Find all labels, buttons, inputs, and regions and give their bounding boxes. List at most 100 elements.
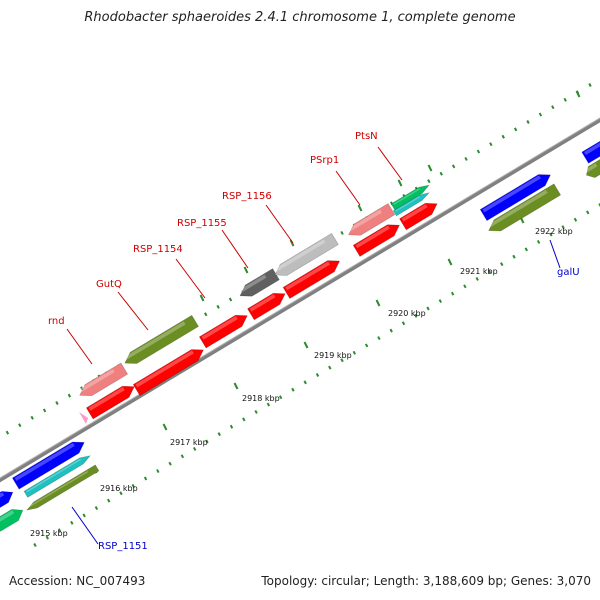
- outer-tick-dot: [501, 134, 505, 139]
- gene-red-7-shine: [401, 204, 428, 222]
- inner-tick-dot: [426, 306, 430, 311]
- major-tick: [233, 382, 239, 390]
- major-tick: [447, 258, 453, 266]
- outer-tick-dot: [204, 312, 208, 317]
- gene-red-4: [247, 292, 286, 321]
- outer-tick-dot: [489, 142, 493, 147]
- gene-lower-cyan: [23, 455, 91, 498]
- gene-psrp1-shine: [347, 209, 382, 233]
- gene-red-3-shine: [201, 316, 238, 340]
- gene-galu-shine: [487, 189, 548, 228]
- outer-tick-dot: [476, 149, 481, 154]
- inner-tick-dot: [229, 424, 234, 429]
- inner-tick-dot: [340, 358, 344, 363]
- inner-tick-dot: [377, 336, 381, 341]
- outer-tick-dot: [80, 386, 84, 391]
- gene-edge-blue: [581, 141, 600, 164]
- major-tick: [199, 294, 205, 302]
- backbone-highlight: [0, 117, 600, 479]
- inner-tick-dot: [156, 469, 160, 474]
- label-connector: [335, 170, 361, 206]
- inner-tick-dot: [242, 417, 246, 422]
- inner-tick-dot: [303, 380, 307, 385]
- outer-tick-dot: [588, 83, 592, 87]
- map-title: Rhodobacter sphaeroides 2.4.1 chromosome…: [84, 10, 516, 25]
- gene-label-gutq: GutQ: [96, 279, 122, 290]
- gene-ptsn-2: [392, 192, 431, 217]
- inner-tick-dot: [291, 387, 295, 392]
- inner-tick-dot: [438, 299, 443, 304]
- inner-tick-dot: [82, 513, 86, 518]
- outer-tick-dot: [538, 112, 543, 117]
- inner-tick-dot: [192, 446, 197, 451]
- inner-tick-dot: [70, 520, 74, 525]
- outer-tick-dot: [18, 423, 22, 428]
- inner-tick-dot: [278, 395, 283, 400]
- gene-ptsn-shine: [393, 188, 420, 205]
- inner-tick-dot: [414, 313, 418, 318]
- gene-upper-blue-shine: [482, 175, 541, 213]
- gene-edge-olive: [586, 159, 600, 178]
- label-connector: [377, 146, 403, 181]
- gene-rnd: [79, 362, 129, 397]
- inner-tick-dot: [536, 239, 541, 244]
- outer-tick-dot: [464, 156, 468, 161]
- label-connector: [265, 204, 294, 244]
- small-gene-marker: [79, 412, 88, 424]
- outer-tick-dot: [30, 415, 34, 420]
- inner-tick-dot: [205, 439, 209, 444]
- kbp-label: 2921 kbp: [460, 267, 498, 276]
- outer-tick-dot: [439, 171, 443, 176]
- inner-tick-dot: [487, 269, 492, 274]
- inner-tick-dot: [524, 247, 528, 252]
- major-tick: [375, 299, 381, 307]
- label-connector: [175, 258, 206, 299]
- gene-galu: [488, 183, 562, 232]
- outer-tick-dot: [563, 97, 567, 102]
- outer-tick-dot: [55, 401, 59, 405]
- gene-rsp1155-shine: [238, 274, 267, 294]
- gene-label-rsp-1151: RSP_1151: [98, 541, 148, 552]
- inner-tick-dot: [475, 276, 479, 281]
- gene-upper-blue: [479, 174, 551, 222]
- kbp-label: 2918 kbp: [242, 394, 280, 403]
- outer-tick-dot: [42, 408, 47, 413]
- gene-edge-olive-shine: [585, 163, 598, 173]
- inner-tick-dot: [119, 491, 123, 496]
- outer-tick-dot: [427, 179, 431, 184]
- gene-psrp1: [348, 203, 396, 236]
- gene-label-rsp-1154: RSP_1154: [133, 244, 183, 255]
- gene-red-3: [198, 314, 248, 349]
- inner-tick-dot: [180, 454, 185, 459]
- gene-gutq: [124, 314, 199, 364]
- inner-tick-dot: [500, 262, 504, 267]
- label-connector: [71, 506, 99, 545]
- gene-rsp1154-shine: [285, 261, 330, 291]
- inner-tick-dot: [94, 506, 99, 511]
- inner-tick-dot: [389, 328, 393, 333]
- gene-left-blue-shine: [0, 492, 5, 498]
- outer-tick-dot: [551, 105, 555, 110]
- gene-label-rsp-1156: RSP_1156: [222, 191, 272, 202]
- gene-rsp1151-shine: [27, 470, 89, 509]
- gene-rsp1156: [274, 232, 339, 276]
- label-connector: [66, 328, 93, 365]
- inner-tick-dot: [33, 543, 37, 547]
- inner-tick-dot: [131, 483, 135, 488]
- outer-tick-dot: [5, 430, 10, 435]
- gene-rsp1151: [26, 464, 100, 511]
- gene-red-1: [85, 385, 135, 420]
- backbone-line: [0, 117, 600, 483]
- gene-red-4-shine: [249, 294, 276, 312]
- outer-tick-dot: [340, 230, 344, 235]
- major-tick: [162, 423, 168, 431]
- inner-tick-dot: [143, 476, 148, 481]
- gene-rsp1155: [239, 268, 280, 297]
- kbp-label: 2920 kbp: [388, 309, 426, 318]
- kbp-label: 2917 kbp: [170, 438, 208, 447]
- inner-tick-dot: [512, 254, 516, 259]
- inner-tick-dot: [463, 284, 467, 289]
- major-tick: [575, 90, 581, 98]
- gene-label-psrp1: PSrp1: [310, 155, 339, 166]
